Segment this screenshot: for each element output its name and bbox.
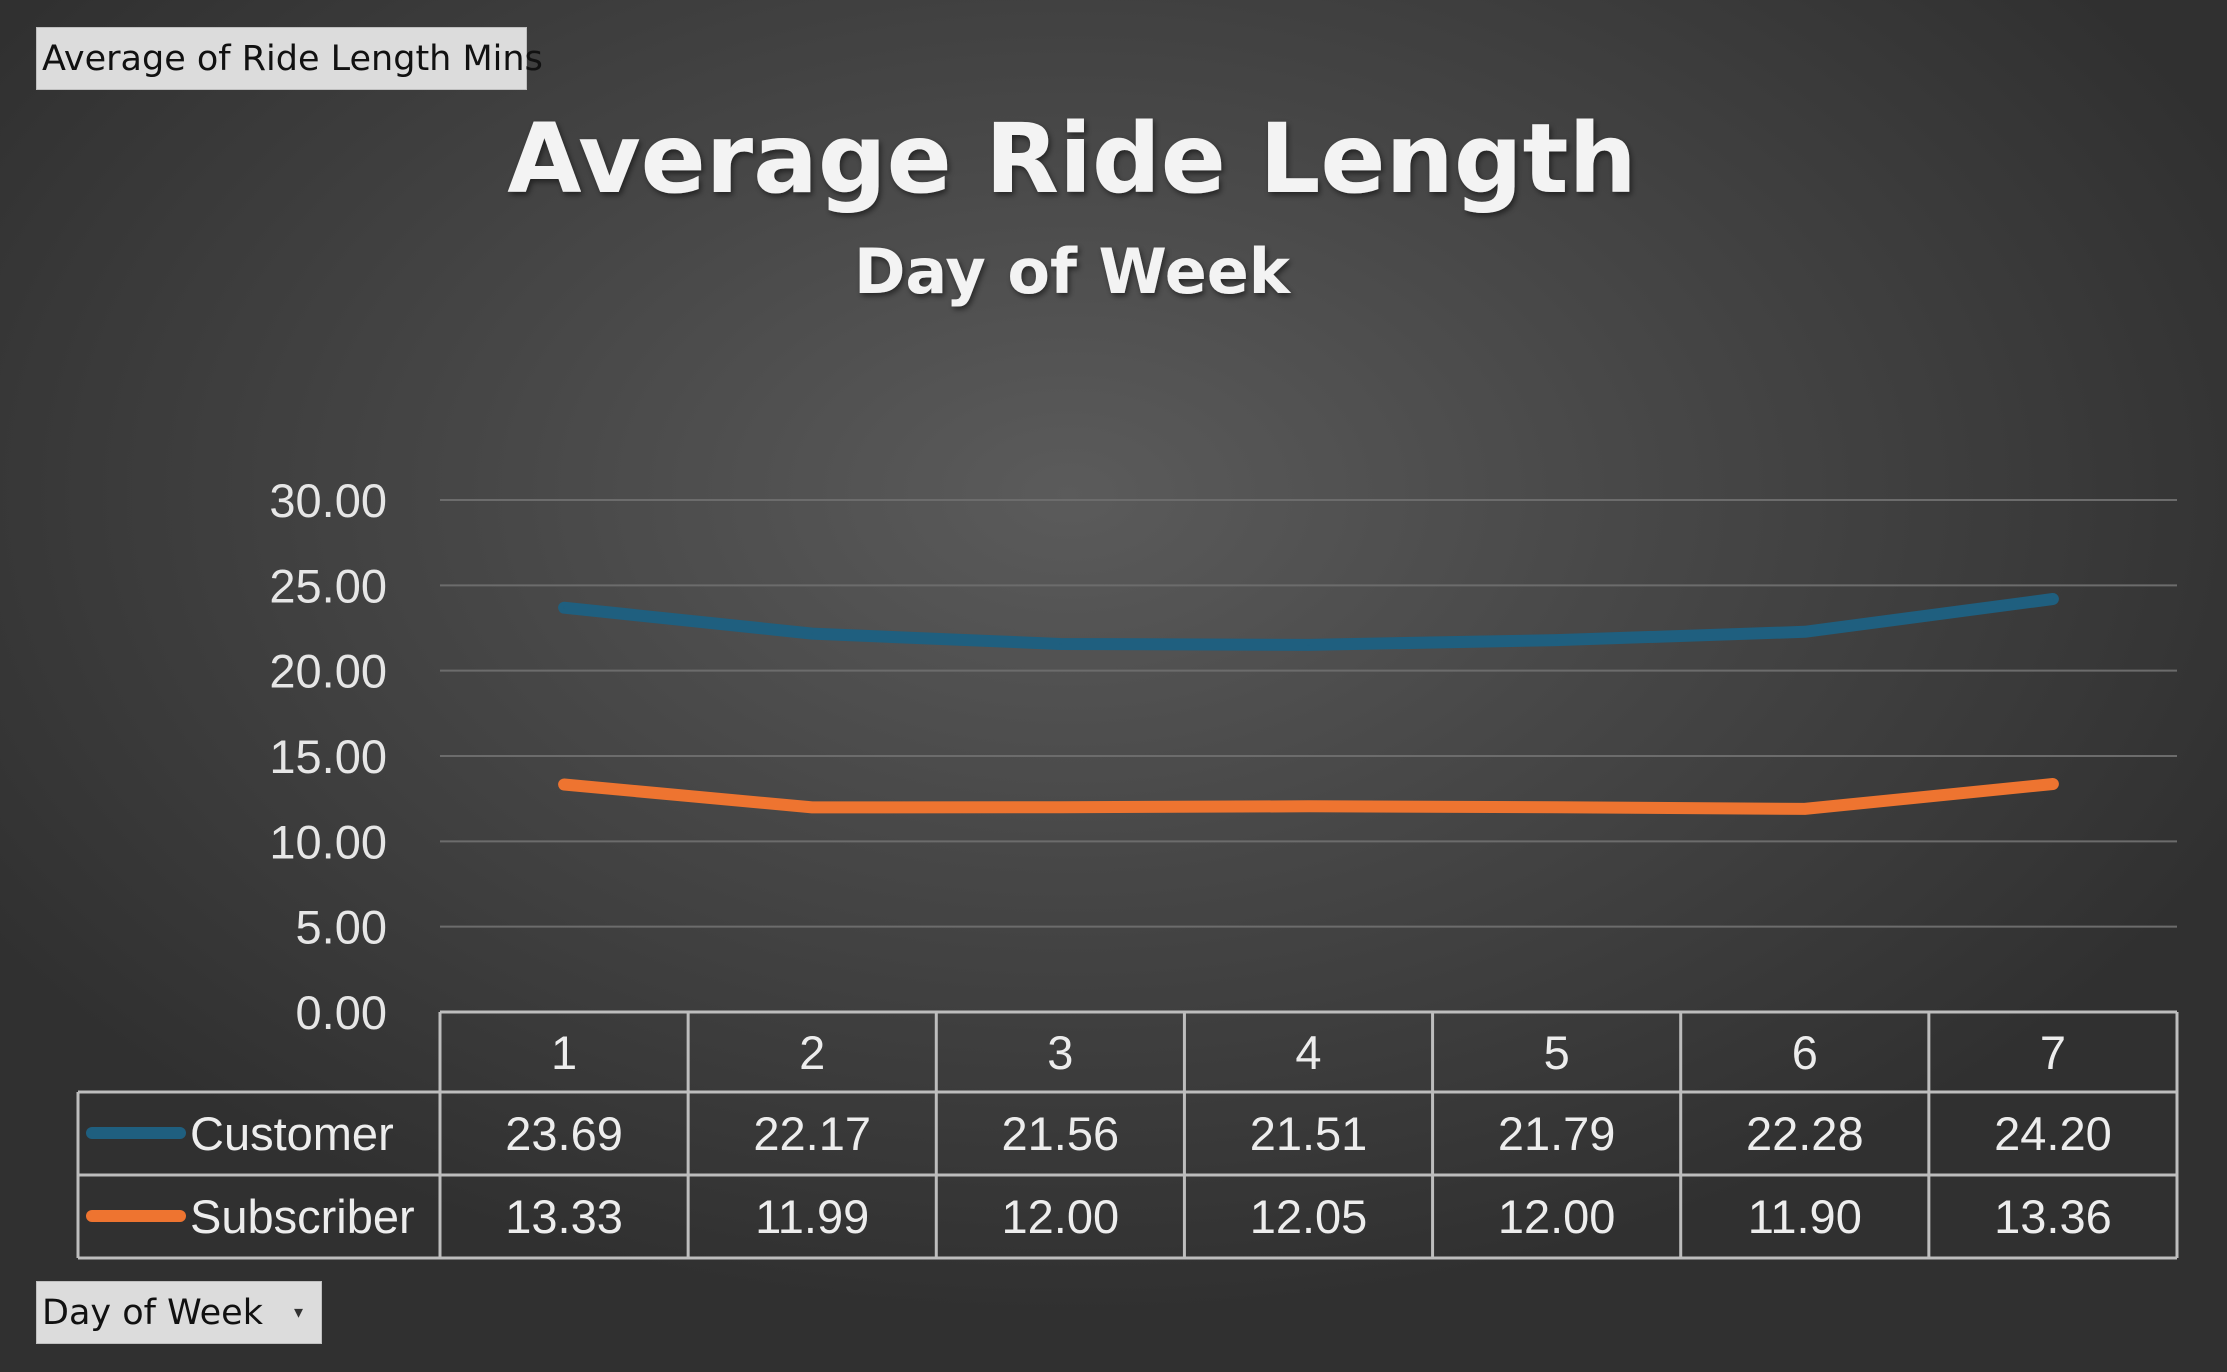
data-table-cell: 12.05 [1250, 1190, 1368, 1243]
data-table-cell: 21.51 [1250, 1107, 1368, 1160]
series-line-subscriber [558, 778, 2059, 815]
data-point [2051, 597, 2054, 600]
data-point [2051, 782, 2054, 785]
legend-label: Customer [190, 1107, 394, 1160]
data-table-cell: 24.20 [1994, 1107, 2112, 1160]
data-table-cell: 22.28 [1746, 1107, 1864, 1160]
data-table-cell: 21.79 [1498, 1107, 1616, 1160]
data-point [1555, 639, 1558, 642]
data-table-cell: 12.00 [1002, 1190, 1120, 1243]
data-table-cell: 13.33 [505, 1190, 623, 1243]
data-table: 1 2 3 4 5 6 7 Customer 23.69 22.17 21.56 21.51 21.79… [76, 1010, 2179, 1260]
value-field-label: Average of Ride Length Mins [42, 39, 543, 79]
data-table-cell: 23.69 [505, 1107, 623, 1160]
series-lines [558, 593, 2059, 815]
x-category-label: 2 [799, 1026, 825, 1079]
data-point [811, 632, 814, 635]
gridlines [440, 499, 2177, 928]
y-tick-label: 15.00 [269, 730, 387, 783]
chart-subtitle: Day of Week [854, 235, 1292, 308]
value-field-button[interactable]: Average of Ride Length Mins [36, 27, 543, 90]
data-table-cell: 12.00 [1498, 1190, 1616, 1243]
data-point [1803, 630, 1806, 633]
x-category-label: 1 [551, 1026, 577, 1079]
data-table-cell: 11.99 [755, 1190, 869, 1243]
data-point [1059, 806, 1062, 809]
legend-label: Subscriber [190, 1190, 415, 1243]
y-tick-label: 30.00 [269, 474, 387, 527]
data-table-cell: 21.56 [1002, 1107, 1120, 1160]
data-point [1803, 807, 1806, 810]
axis-field-label: Day of Week [42, 1293, 263, 1333]
axis-field-button[interactable]: Day of Week ▾ [36, 1281, 322, 1344]
data-point [811, 806, 814, 809]
x-category-label: 5 [1544, 1026, 1570, 1079]
data-table-cell: 22.17 [753, 1107, 871, 1160]
data-point [563, 783, 566, 786]
y-axis: 0.00 5.00 10.00 15.00 20.00 25.00 30.00 [269, 474, 387, 1039]
x-category-label: 4 [1295, 1026, 1321, 1079]
chart-title: Average Ride Length [507, 103, 1637, 215]
x-category-label: 7 [2040, 1026, 2066, 1079]
dropdown-arrow-icon[interactable]: ▾ [293, 1302, 303, 1323]
y-tick-label: 25.00 [269, 559, 387, 612]
data-point [563, 606, 566, 609]
data-table-cell: 13.36 [1994, 1190, 2112, 1243]
y-tick-label: 5.00 [296, 901, 387, 954]
data-point [1555, 806, 1558, 809]
x-category-label: 3 [1047, 1026, 1073, 1079]
data-table-cell: 11.90 [1748, 1190, 1862, 1243]
y-tick-label: 10.00 [269, 815, 387, 868]
y-tick-label: 20.00 [269, 645, 387, 698]
x-category-label: 6 [1792, 1026, 1818, 1079]
data-point [1307, 805, 1310, 808]
data-point [1059, 643, 1062, 646]
series-line-customer [558, 593, 2059, 651]
data-point [1307, 643, 1310, 646]
y-tick-label: 0.00 [296, 986, 387, 1039]
